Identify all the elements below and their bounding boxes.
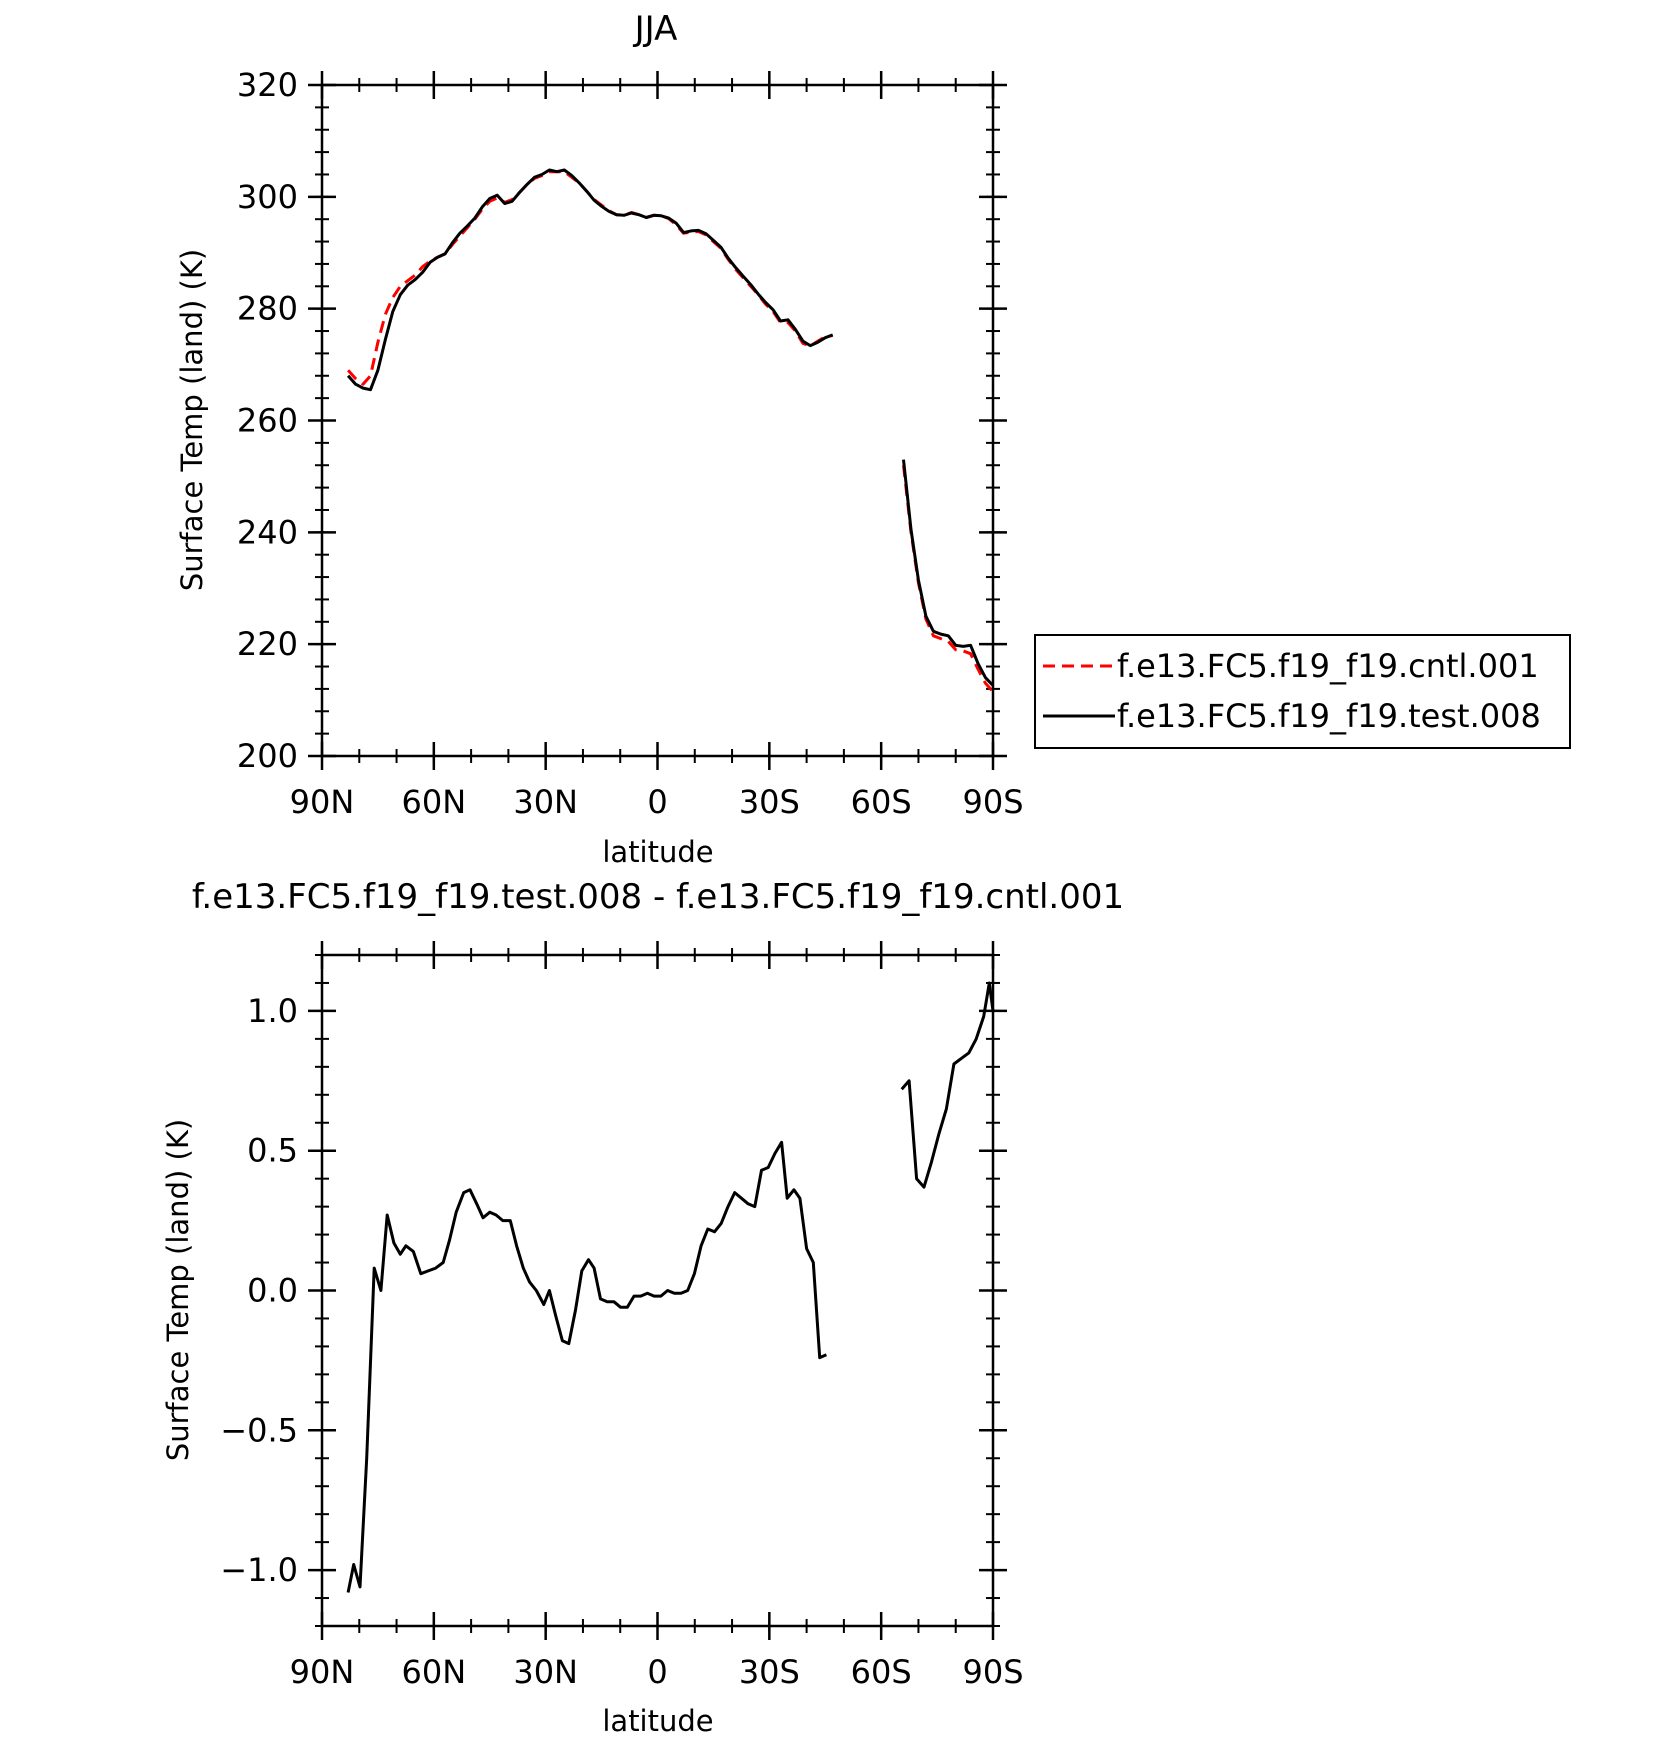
bottom-series	[346, 981, 995, 1593]
bottom-x-tick-label: 90N	[290, 1653, 355, 1691]
top-y-tick-label: 280	[237, 290, 298, 328]
bottom-y-tick-label: −1.0	[220, 1551, 298, 1589]
bottom-y-tick-labels: −1.0 −0.5 0.0 0.5 1.0	[220, 992, 298, 1589]
bottom-x-tick-label: 30N	[513, 1653, 578, 1691]
top-x-tick-label: 90N	[290, 783, 355, 821]
bottom-y-axis-label: Surface Temp (land) (K)	[161, 1119, 195, 1461]
bottom-y-tick-label: 0.0	[247, 1272, 298, 1310]
top-x-tick-label: 60N	[402, 783, 467, 821]
bottom-x-tick-label: 30S	[739, 1653, 800, 1691]
bottom-y-ticks	[308, 954, 1007, 1627]
top-x-tick-label: 90S	[962, 783, 1023, 821]
bottom-x-ticks	[320, 941, 995, 1640]
top-y-axis-label: Surface Temp (land) (K)	[175, 249, 209, 591]
top-series-line-1	[346, 168, 834, 392]
top-y-tick-label: 200	[237, 737, 298, 775]
top-y-tick-label: 220	[237, 625, 298, 663]
top-chart-title: JJA	[633, 9, 678, 49]
top-panel: JJA 200 220 240 260 280 300 320 90N 60N 30N 0 30S 6…	[175, 9, 1571, 869]
top-x-tick-label: 60S	[851, 783, 912, 821]
top-y-tick-label: 320	[237, 66, 298, 104]
legend-label-cntl: f.e13.FC5.f19_f19.cntl.001	[1117, 647, 1539, 685]
bottom-chart-title: f.e13.FC5.f19_f19.test.008 - f.e13.FC5.f…	[192, 877, 1124, 917]
bottom-y-tick-label: 0.5	[247, 1132, 298, 1170]
top-series-line-1	[902, 459, 995, 687]
bottom-x-tick-label: 90S	[962, 1653, 1023, 1691]
bottom-panel: f.e13.FC5.f19_f19.test.008 - f.e13.FC5.f…	[161, 877, 1124, 1738]
top-x-ticks	[320, 71, 995, 770]
top-x-tick-label: 30S	[739, 783, 800, 821]
legend: f.e13.FC5.f19_f19.cntl.001 f.e13.FC5.f19…	[1034, 634, 1571, 749]
bottom-series-line-0	[900, 981, 995, 1189]
top-x-tick-label: 30N	[513, 783, 578, 821]
top-x-tick-label: 0	[647, 783, 667, 821]
bottom-series-line-0	[346, 1140, 827, 1593]
bottom-plot-frame	[320, 953, 995, 1628]
bottom-x-tick-label: 60N	[402, 1653, 467, 1691]
top-y-ticks	[308, 83, 1007, 758]
top-y-tick-label: 260	[237, 402, 298, 440]
top-y-tick-labels: 200 220 240 260 280 300 320	[237, 66, 298, 775]
bottom-y-tick-label: 1.0	[247, 992, 298, 1030]
top-x-axis-label: latitude	[602, 835, 713, 869]
bottom-x-tick-labels: 90N 60N 30N 0 30S 60S 90S	[290, 1653, 1024, 1691]
top-series	[346, 168, 995, 693]
bottom-x-tick-label: 60S	[851, 1653, 912, 1691]
bottom-y-tick-label: −0.5	[220, 1411, 298, 1449]
bottom-x-tick-label: 0	[647, 1653, 667, 1691]
bottom-x-axis-label: latitude	[602, 1704, 713, 1738]
top-series-line-0	[346, 170, 833, 386]
top-x-tick-labels: 90N 60N 30N 0 30S 60S 90S	[290, 783, 1024, 821]
top-y-tick-label: 240	[237, 513, 298, 551]
legend-box	[1034, 634, 1571, 749]
top-plot-frame	[320, 83, 995, 758]
legend-label-test: f.e13.FC5.f19_f19.test.008	[1117, 697, 1541, 735]
top-y-tick-label: 300	[237, 178, 298, 216]
